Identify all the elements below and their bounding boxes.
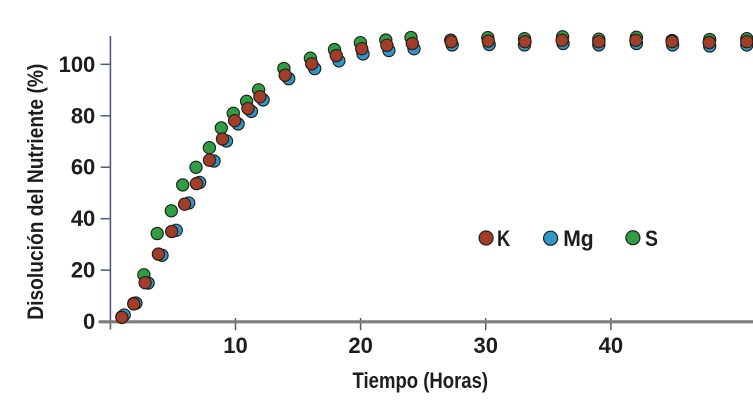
svg-text:Tiempo (Horas): Tiempo (Horas): [353, 368, 489, 393]
svg-text:S: S: [645, 226, 658, 251]
svg-text:0: 0: [83, 309, 95, 334]
svg-text:Disolución del Nutriente (%): Disolución del Nutriente (%): [23, 64, 48, 320]
svg-text:30: 30: [473, 333, 497, 358]
svg-text:10: 10: [223, 333, 247, 358]
svg-text:Mg: Mg: [563, 226, 594, 251]
svg-text:40: 40: [599, 333, 623, 358]
svg-text:60: 60: [71, 155, 95, 180]
svg-text:40: 40: [71, 206, 95, 231]
svg-text:K: K: [497, 226, 510, 251]
svg-text:80: 80: [71, 103, 95, 128]
svg-text:100: 100: [59, 52, 96, 77]
svg-text:20: 20: [71, 258, 95, 283]
svg-text:20: 20: [348, 333, 372, 358]
